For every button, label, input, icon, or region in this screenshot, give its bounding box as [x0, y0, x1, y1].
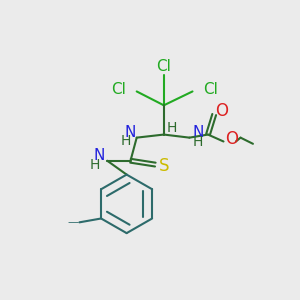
Text: H: H	[90, 158, 100, 172]
Text: S: S	[159, 157, 170, 175]
Text: H: H	[167, 122, 177, 135]
Text: Cl: Cl	[156, 59, 171, 74]
Text: Cl: Cl	[203, 82, 218, 98]
Text: —: —	[68, 217, 79, 227]
Text: N: N	[125, 125, 136, 140]
Text: Cl: Cl	[111, 82, 126, 98]
Text: H: H	[121, 134, 131, 148]
Text: O: O	[225, 130, 238, 148]
Text: H: H	[193, 135, 203, 149]
Text: N: N	[193, 125, 204, 140]
Text: O: O	[215, 103, 229, 121]
Text: N: N	[94, 148, 105, 163]
